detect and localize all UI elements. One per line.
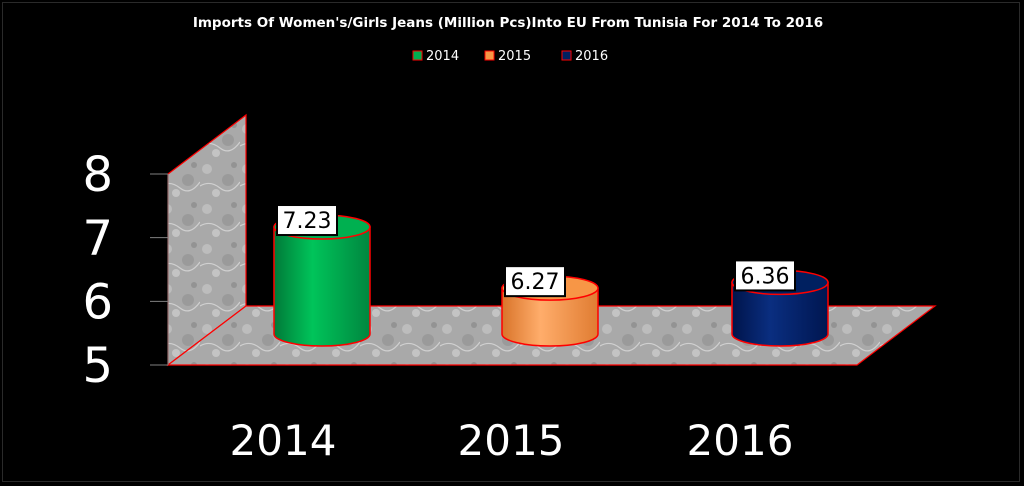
legend: 2014 2015 2016: [412, 49, 608, 64]
legend-swatch-2016: [561, 50, 572, 61]
data-label-box: [504, 265, 566, 298]
bar-body: [273, 226, 371, 347]
bar-2016: 6.36: [731, 259, 829, 347]
y-tick-label: 6: [82, 274, 113, 330]
y-tick-label: 7: [82, 211, 113, 267]
legend-swatch-2015: [484, 50, 495, 61]
y-tick-label: 8: [82, 147, 113, 203]
legend-swatch-2014: [412, 50, 423, 61]
legend-label-2016: 2016: [575, 49, 608, 64]
x-axis-labels: 2014 2015 2016: [230, 416, 794, 465]
y-axis: 5 6 7 8: [82, 147, 169, 394]
data-label-box: [734, 259, 796, 292]
legend-label-2015: 2015: [498, 49, 531, 64]
bars: 7.23 6.27 6.36: [273, 204, 829, 347]
data-label-box: [276, 204, 338, 237]
data-label: 6.36: [741, 264, 790, 289]
bar-2015: 6.27: [501, 265, 599, 347]
x-tick-label: 2016: [687, 416, 794, 465]
bar-2014: 7.23: [273, 204, 371, 347]
legend-label-2014: 2014: [426, 49, 459, 64]
bar-body: [731, 281, 829, 347]
y-tick-label: 5: [82, 338, 113, 394]
bar-body: [501, 287, 599, 347]
x-tick-label: 2015: [458, 416, 565, 465]
chart-title: Imports Of Women's/Girls Jeans (Million …: [193, 15, 823, 31]
x-tick-label: 2014: [230, 416, 337, 465]
data-label: 6.27: [511, 270, 560, 295]
data-label: 7.23: [283, 209, 332, 234]
